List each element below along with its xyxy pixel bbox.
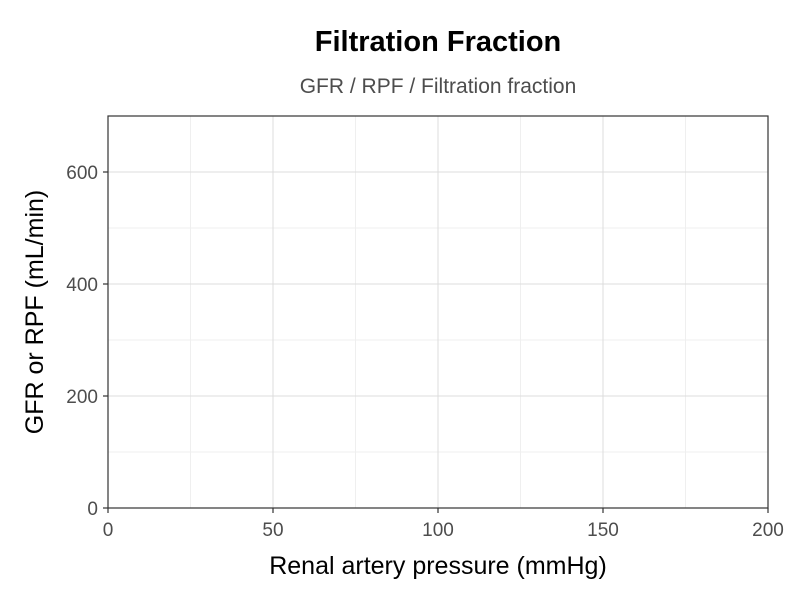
x-tick-label: 150 bbox=[587, 520, 619, 541]
y-tick-label: 0 bbox=[87, 499, 98, 520]
y-tick-label: 200 bbox=[66, 387, 98, 408]
x-tick-label: 50 bbox=[262, 520, 283, 541]
x-tick-label: 0 bbox=[103, 520, 114, 541]
x-axis: 0 50 100 150 200 bbox=[103, 508, 784, 541]
chart-subtitle: GFR / RPF / Filtration fraction bbox=[299, 75, 577, 98]
x-axis-title: Renal artery pressure (mmHg) bbox=[269, 552, 607, 580]
x-tick-label: 200 bbox=[752, 520, 784, 541]
grid bbox=[107, 115, 769, 509]
y-axis: 0 200 400 600 bbox=[66, 163, 108, 520]
y-axis-title: GFR or RPF (mL/min) bbox=[21, 190, 49, 434]
y-tick-label: 600 bbox=[66, 163, 98, 184]
chart-title: Filtration Fraction bbox=[314, 26, 562, 58]
x-tick-label: 100 bbox=[422, 520, 454, 541]
y-tick-label: 400 bbox=[66, 275, 98, 296]
